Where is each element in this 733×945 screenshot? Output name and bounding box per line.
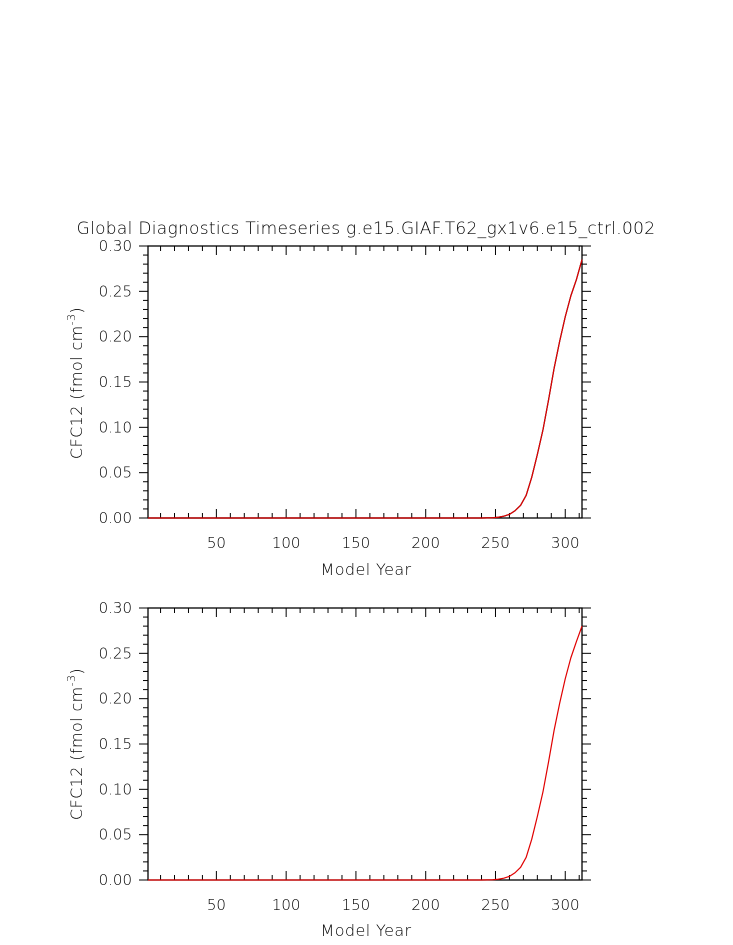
x-tick-label: 100	[272, 896, 301, 914]
y-tick-label: 0.30	[99, 599, 132, 617]
y-tick-label: 0.00	[99, 871, 132, 889]
y-tick-label: 0.10	[99, 418, 132, 436]
chart-title: Global Diagnostics Timeseries g.e15.GIAF…	[77, 219, 656, 239]
y-axis-label-close: )	[67, 668, 86, 675]
x-tick-label: 250	[481, 534, 510, 552]
x-tick-label: 300	[551, 534, 580, 552]
y-tick-label: 0.25	[99, 282, 132, 300]
chart-panel-top: Global Diagnostics Timeseries g.e15.GIAF…	[65, 219, 655, 579]
y-tick-label: 0.20	[99, 328, 132, 346]
plot-area-frame	[147, 245, 583, 519]
series-line-1	[148, 259, 583, 519]
x-tick-label: 50	[207, 534, 226, 552]
series-line-2	[148, 259, 583, 519]
y-tick-label: 0.15	[99, 735, 132, 753]
y-axis-label: CFC12 (fmol cm-3)	[65, 668, 86, 820]
y-tick-label: 0.15	[99, 373, 132, 391]
y-tick-label: 0.05	[99, 826, 132, 844]
y-axis-label-exponent: -3	[65, 675, 78, 687]
y-tick-label: 0.05	[99, 464, 132, 482]
y-axis-label-text: CFC12 (fmol cm	[67, 325, 86, 459]
y-axis-label: CFC12 (fmol cm-3)	[65, 307, 86, 459]
x-tick-label: 50	[207, 896, 226, 914]
y-tick-label: 0.30	[99, 237, 132, 255]
y-tick-label: 0.25	[99, 644, 132, 662]
y-axis-label-close: )	[67, 307, 86, 314]
series-line-1	[148, 625, 583, 881]
plot-area-frame	[147, 607, 583, 881]
x-tick-label: 150	[342, 534, 371, 552]
x-tick-label: 250	[481, 896, 510, 914]
chart-panel-bottom: 50 100 150 200 250 300 0.00 0.05 0.10 0.15 0.20 0.2…	[65, 599, 591, 940]
x-axis-label: Model Year	[321, 560, 412, 579]
y-axis-label-text: CFC12 (fmol cm	[67, 686, 86, 820]
x-tick-label: 200	[411, 534, 440, 552]
y-tick-label: 0.10	[99, 780, 132, 798]
x-tick-label: 300	[551, 896, 580, 914]
y-axis-label-exponent: -3	[65, 314, 78, 326]
x-tick-label: 100	[272, 534, 301, 552]
x-tick-label: 200	[411, 896, 440, 914]
y-tick-label: 0.00	[99, 509, 132, 527]
x-axis-label: Model Year	[321, 921, 412, 940]
x-tick-label: 150	[342, 896, 371, 914]
y-tick-label: 0.20	[99, 690, 132, 708]
